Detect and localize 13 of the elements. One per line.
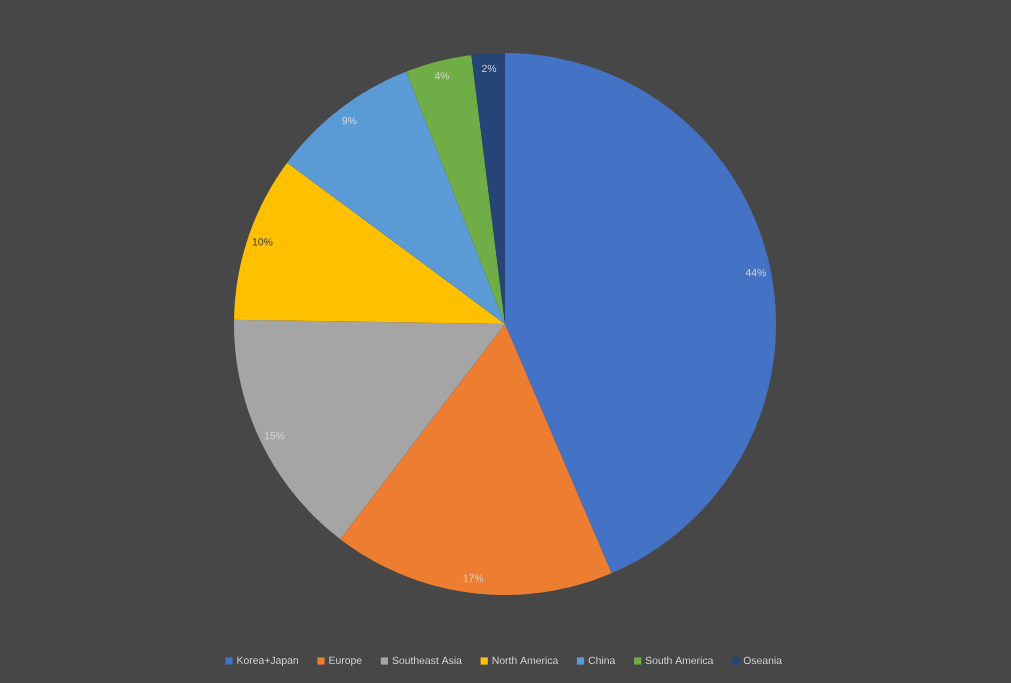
- legend-label: Europe: [329, 656, 362, 666]
- data-label: 4%: [434, 72, 450, 80]
- legend-label: Korea+Japan: [237, 656, 299, 666]
- legend-label: North America: [492, 656, 559, 665]
- legend-label: Oseania: [743, 656, 782, 665]
- data-label: 9%: [342, 116, 357, 125]
- legend-label: South America: [645, 656, 714, 665]
- legend-label: China: [588, 656, 616, 665]
- data-label: 10%: [252, 238, 273, 246]
- data-label: 44%: [745, 268, 766, 277]
- legend-label: Southeast Asia: [392, 656, 462, 665]
- data-label: 2%: [482, 64, 497, 73]
- data-label: 17%: [463, 574, 484, 582]
